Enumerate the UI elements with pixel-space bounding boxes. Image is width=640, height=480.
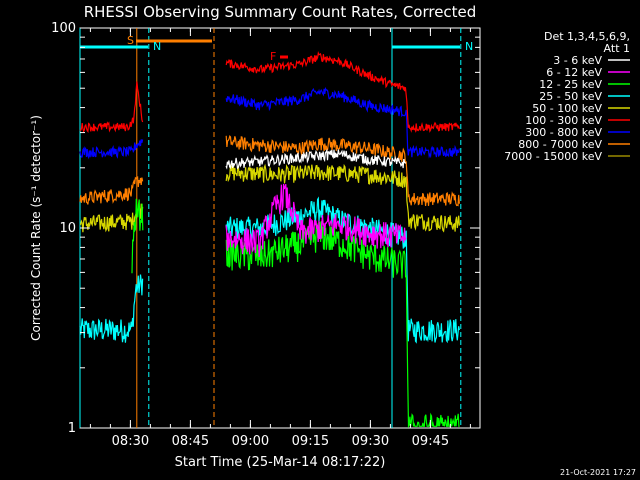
flag-label-N: N xyxy=(465,40,473,53)
series-line-25-50keV xyxy=(79,196,460,344)
y-axis-label: Corrected Count Rate (s⁻¹ detector⁻¹) xyxy=(29,115,43,341)
legend-label: 50 - 100 keV xyxy=(532,102,602,115)
x-tick-label: 08:30 xyxy=(112,434,149,449)
x-tick-label: 09:30 xyxy=(352,434,389,449)
legend-header-line-2: Att 1 xyxy=(604,42,630,55)
flag-label-F: F xyxy=(270,50,276,63)
legend-label: 800 - 7000 keV xyxy=(518,138,602,151)
legend-label: 6 - 12 keV xyxy=(546,66,602,79)
x-tick-label: 08:45 xyxy=(172,434,209,449)
series-line-50-100keV xyxy=(79,163,460,233)
x-tick-label: 09:45 xyxy=(412,434,449,449)
axes-layer: 1 10 100 08:30 08:45 09:00 09:15 09:30 09:45 xyxy=(51,21,480,449)
flag-label-N: N xyxy=(153,40,161,53)
series-line-12-25keV xyxy=(131,198,460,429)
legend-label: 25 - 50 keV xyxy=(539,90,602,103)
x-tick-label: 09:15 xyxy=(292,434,329,449)
flag-label-S: S xyxy=(127,34,134,47)
footer-date: 21-Oct-2021 17:27 xyxy=(560,468,636,477)
y-tick-label: 1 xyxy=(68,421,76,436)
y-tick-label: 100 xyxy=(51,21,76,36)
x-axis-label: Start Time (25-Mar-14 08:17:22) xyxy=(175,455,386,470)
legend-label: 300 - 800 keV xyxy=(525,126,602,139)
series-line-6-12keV xyxy=(225,183,407,258)
series-layer xyxy=(79,50,460,429)
series-line-300-800keV xyxy=(79,86,460,160)
series-line-800-7000keV xyxy=(79,135,460,207)
legend-label: 3 - 6 keV xyxy=(553,54,602,67)
legend-label: 100 - 300 keV xyxy=(525,114,602,127)
series-line-100-300keV xyxy=(79,50,460,133)
flags-layer: S N N F xyxy=(80,34,473,63)
legend-header-line-1: Det 1,3,4,5,6,9, xyxy=(544,30,630,43)
legend-label: 12 - 25 keV xyxy=(539,78,602,91)
x-tick-label: 09:00 xyxy=(232,434,269,449)
y-tick-label: 10 xyxy=(59,221,76,236)
series-line-3-6keV xyxy=(225,148,407,170)
chart-title: RHESSI Observing Summary Count Rates, Co… xyxy=(84,3,477,21)
legend-label: 7000 - 15000 keV xyxy=(504,150,602,163)
